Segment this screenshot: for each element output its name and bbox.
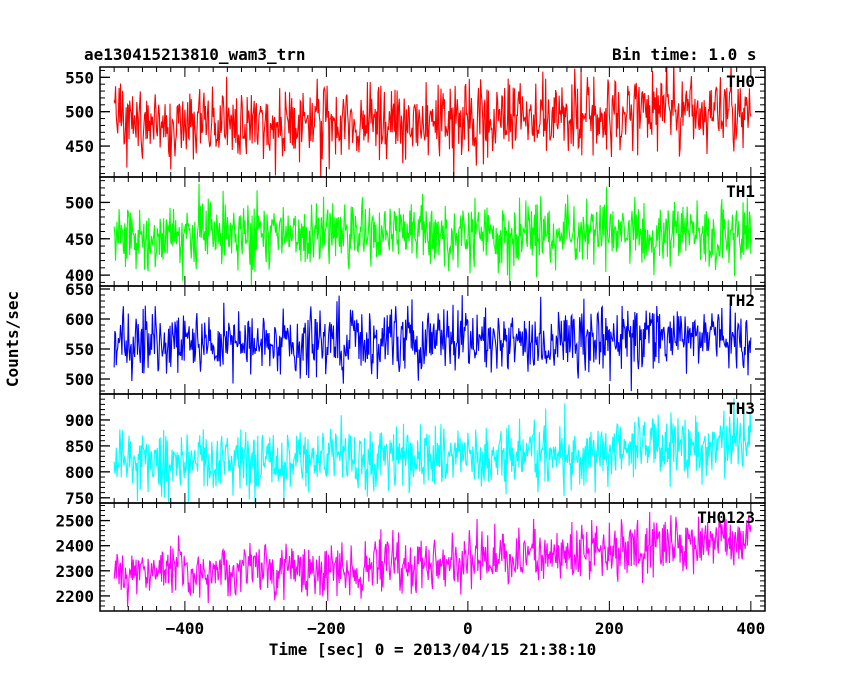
y-tick-label: 750 xyxy=(65,489,94,508)
series-label-th1: TH1 xyxy=(726,182,755,201)
series-label-th2: TH2 xyxy=(726,291,755,310)
y-tick-label: 650 xyxy=(65,280,94,299)
lightcurve-th3 xyxy=(113,398,752,503)
y-tick-label: 800 xyxy=(65,463,94,482)
y-tick-label: 850 xyxy=(65,437,94,456)
y-tick-label: 2200 xyxy=(55,587,94,606)
y-tick-label: 2500 xyxy=(55,512,94,531)
y-tick-label: 450 xyxy=(65,230,94,249)
y-axis-label: Counts/sec xyxy=(3,291,22,387)
x-tick-label: 400 xyxy=(736,619,765,638)
lightcurve-th0123 xyxy=(113,511,752,607)
series-label-th0: TH0 xyxy=(726,72,755,91)
y-tick-label: 450 xyxy=(65,137,94,156)
x-tick-label: 200 xyxy=(595,619,624,638)
series-label-th3: TH3 xyxy=(726,399,755,418)
panel-frame-th0123 xyxy=(99,502,766,612)
lightcurve-th2 xyxy=(113,295,752,392)
y-tick-label: 500 xyxy=(65,370,94,389)
x-tick-label: −200 xyxy=(307,619,346,638)
y-tick-label: 900 xyxy=(65,411,94,430)
y-tick-label: 600 xyxy=(65,310,94,329)
y-tick-label: 2300 xyxy=(55,562,94,581)
series-label-th0123: TH0123 xyxy=(697,508,755,527)
x-tick-label: 0 xyxy=(463,619,473,638)
y-tick-label: 400 xyxy=(65,266,94,285)
y-tick-label: 550 xyxy=(65,340,94,359)
lightcurve-th0 xyxy=(113,67,752,177)
y-tick-label: 500 xyxy=(65,193,94,212)
bin-time-label: Bin time: 1.0 s xyxy=(612,45,757,64)
y-tick-label: 550 xyxy=(65,68,94,87)
lightcurve-th1 xyxy=(113,183,752,286)
x-axis-label: Time [sec] 0 = 2013/04/15 21:38:10 xyxy=(269,640,597,659)
chart-title: ae130415213810_wam3_trn xyxy=(84,45,306,64)
y-tick-label: 2400 xyxy=(55,537,94,556)
y-tick-label: 500 xyxy=(65,103,94,122)
x-tick-label: −400 xyxy=(166,619,205,638)
